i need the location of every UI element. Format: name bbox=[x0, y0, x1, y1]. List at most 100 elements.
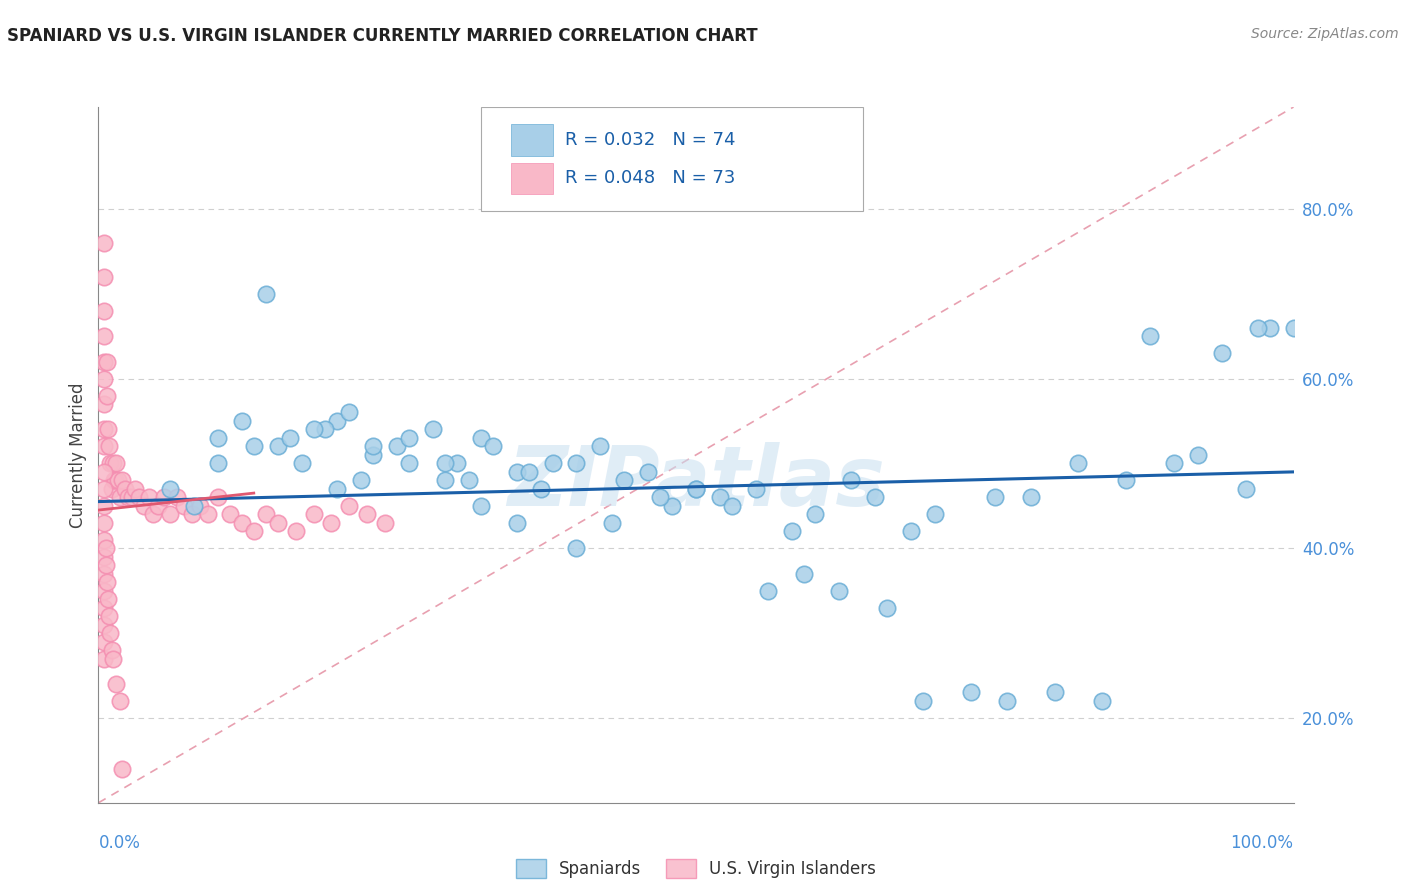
Point bbox=[101, 651, 124, 665]
Point bbox=[100, 482, 122, 496]
Point bbox=[1091, 694, 1114, 708]
Point bbox=[207, 431, 229, 445]
Text: SPANIARD VS U.S. VIRGIN ISLANDER CURRENTLY MARRIED CORRELATION CHART: SPANIARD VS U.S. VIRGIN ISLANDER CURRENT… bbox=[7, 27, 758, 45]
Text: Source: ZipAtlas.com: Source: ZipAtlas.com bbox=[1251, 27, 1399, 41]
Point bbox=[93, 303, 115, 318]
Point bbox=[721, 499, 744, 513]
Point bbox=[93, 397, 115, 411]
Point bbox=[326, 414, 349, 428]
Point bbox=[529, 482, 551, 496]
Point bbox=[565, 457, 588, 471]
Point bbox=[93, 422, 115, 436]
Point bbox=[111, 762, 134, 776]
Point bbox=[685, 482, 707, 496]
Point bbox=[278, 431, 301, 445]
Point bbox=[93, 634, 115, 648]
Point bbox=[173, 499, 195, 513]
Point bbox=[828, 583, 851, 598]
Point bbox=[284, 524, 307, 539]
Point bbox=[231, 516, 253, 530]
Point bbox=[93, 516, 115, 530]
Point bbox=[219, 508, 242, 522]
Point bbox=[302, 508, 325, 522]
Point bbox=[661, 499, 683, 513]
Point bbox=[422, 422, 444, 436]
Text: 0.0%: 0.0% bbox=[98, 834, 141, 852]
Point bbox=[124, 482, 146, 496]
Point bbox=[98, 439, 121, 453]
Point bbox=[93, 465, 115, 479]
Point bbox=[93, 439, 115, 453]
Point bbox=[433, 474, 456, 488]
Point bbox=[780, 524, 803, 539]
Point bbox=[93, 533, 115, 547]
Point bbox=[337, 499, 360, 513]
Point bbox=[363, 439, 385, 453]
Point bbox=[506, 465, 529, 479]
Point bbox=[243, 524, 266, 539]
Point bbox=[613, 474, 636, 488]
Point bbox=[315, 422, 337, 436]
Point bbox=[648, 491, 672, 505]
Point bbox=[96, 354, 118, 368]
Point bbox=[470, 499, 492, 513]
FancyBboxPatch shape bbox=[510, 162, 553, 194]
Point bbox=[363, 448, 385, 462]
Point bbox=[793, 566, 815, 581]
Point bbox=[541, 457, 564, 471]
Point bbox=[117, 491, 139, 505]
Point bbox=[1234, 482, 1257, 496]
Point bbox=[637, 465, 659, 479]
Point bbox=[385, 439, 409, 453]
Point bbox=[93, 354, 115, 368]
Point bbox=[481, 439, 505, 453]
Text: R = 0.032   N = 74: R = 0.032 N = 74 bbox=[565, 131, 735, 149]
Point bbox=[132, 499, 155, 513]
Point bbox=[153, 491, 176, 505]
Point bbox=[709, 491, 731, 505]
Point bbox=[101, 457, 124, 471]
Point bbox=[159, 508, 181, 522]
Point bbox=[995, 694, 1018, 708]
Point bbox=[1246, 320, 1268, 334]
Point bbox=[93, 549, 115, 564]
Point bbox=[108, 694, 131, 708]
Point bbox=[93, 499, 115, 513]
Point bbox=[290, 457, 312, 471]
Point bbox=[93, 600, 115, 615]
Point bbox=[356, 508, 378, 522]
Point bbox=[302, 422, 325, 436]
Point bbox=[685, 482, 707, 496]
Point bbox=[243, 439, 266, 453]
Y-axis label: Currently Married: Currently Married bbox=[69, 382, 87, 528]
Point bbox=[911, 694, 934, 708]
Point bbox=[97, 592, 120, 607]
Point bbox=[93, 482, 115, 496]
Point bbox=[103, 474, 125, 488]
Point bbox=[756, 583, 779, 598]
Point bbox=[98, 626, 122, 640]
Point bbox=[114, 482, 136, 496]
Point bbox=[517, 465, 540, 479]
FancyBboxPatch shape bbox=[481, 107, 863, 211]
Point bbox=[166, 491, 188, 505]
Point bbox=[1019, 491, 1042, 505]
Point bbox=[446, 457, 468, 471]
Point bbox=[804, 508, 827, 522]
Text: 100.0%: 100.0% bbox=[1230, 834, 1294, 852]
Point bbox=[900, 524, 922, 539]
Text: ZIPatlas: ZIPatlas bbox=[508, 442, 884, 524]
Point bbox=[1043, 685, 1066, 699]
Point bbox=[267, 516, 290, 530]
Point bbox=[180, 508, 202, 522]
Point bbox=[398, 457, 420, 471]
Point bbox=[100, 643, 122, 657]
Point bbox=[105, 677, 128, 691]
Point bbox=[108, 491, 131, 505]
Point bbox=[197, 508, 219, 522]
Point bbox=[142, 508, 165, 522]
Point bbox=[105, 457, 128, 471]
Point bbox=[94, 558, 117, 573]
Point bbox=[863, 491, 886, 505]
Point bbox=[93, 269, 115, 284]
